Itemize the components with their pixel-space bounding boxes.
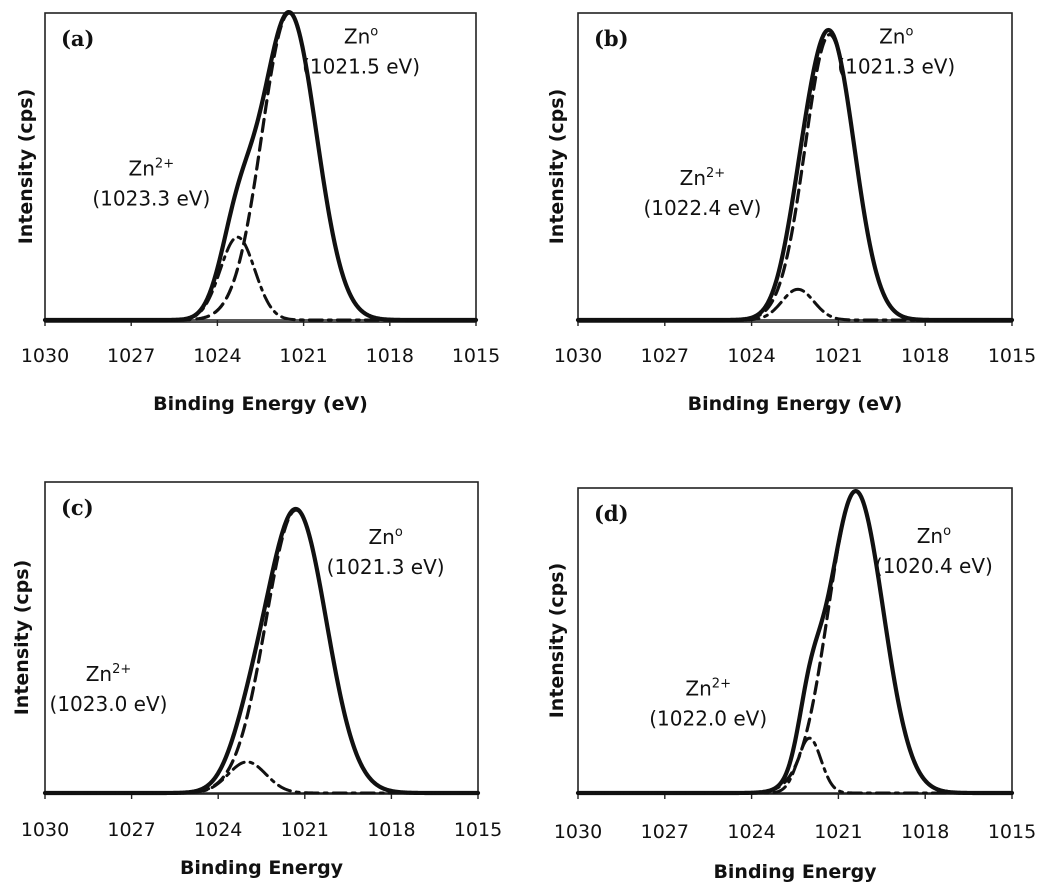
x-tick-label: 1027 (107, 819, 155, 841)
annotation-energy: (1023.3 eV) (92, 187, 210, 211)
x-tick-label: 1021 (279, 345, 327, 367)
x-tick-label: 1021 (814, 821, 862, 843)
series-solid-line (575, 488, 1015, 796)
x-axis-title: Binding Energy (eV) (688, 393, 903, 415)
plot-frame (577, 487, 1013, 795)
annotation-species: Zno (917, 524, 951, 548)
x-tick-label: 1015 (988, 345, 1036, 367)
series-dashdot-line (43, 760, 480, 795)
x-tick-label: 1018 (901, 821, 949, 843)
annotation-species: Zno (344, 25, 378, 49)
annotation-species: Zno (368, 525, 402, 549)
annotation-species: Zn2+ (680, 166, 726, 190)
x-axis-title: Binding Energy (180, 857, 344, 879)
annotation-energy: (1020.4 eV) (875, 554, 993, 578)
x-tick-label: 1030 (21, 345, 69, 367)
chart-panel-1: 1030 1027 1024 1021 1018 1015 Binding Energy (… (546, 12, 1036, 415)
x-tick-label: 1027 (107, 345, 155, 367)
series-dashdot-line (576, 736, 1014, 795)
annotation-energy: (1021.3 eV) (327, 555, 445, 579)
chart-panel-2: 1030 1027 1024 1021 1018 1015 Binding Energy In… (11, 481, 502, 879)
panel-label: (c) (61, 495, 94, 520)
x-tick-label: 1027 (641, 821, 689, 843)
x-tick-label: 1024 (194, 819, 242, 841)
x-tick-label: 1030 (21, 819, 69, 841)
annotation-species: Zn2+ (129, 157, 175, 181)
panel-label: (b) (594, 26, 629, 51)
x-tick-label: 1018 (901, 345, 949, 367)
x-tick-label: 1024 (727, 345, 775, 367)
series-dashdot-line (576, 287, 1014, 322)
y-axis-title: Intensity (cps) (546, 563, 568, 719)
x-tick-label: 1030 (554, 821, 602, 843)
chart-panel-0: 1030 1027 1024 1021 1018 1015 Binding Energy (… (15, 9, 500, 415)
x-tick-label: 1018 (367, 819, 415, 841)
panel-label: (a) (61, 26, 94, 51)
series-dashed-line (43, 508, 480, 795)
x-tick-label: 1024 (727, 821, 775, 843)
y-axis-title: Intensity (cps) (546, 89, 568, 245)
x-tick-label: 1027 (641, 345, 689, 367)
x-tick-label: 1024 (193, 345, 241, 367)
x-axis-title: Binding Energy (eV) (153, 393, 368, 415)
annotation-species: Zn2+ (685, 676, 731, 700)
x-tick-label: 1015 (452, 345, 500, 367)
annotation-energy: (1022.4 eV) (643, 196, 761, 220)
x-tick-label: 1021 (281, 819, 329, 841)
annotation-species: Zno (879, 25, 913, 49)
annotation-energy: (1021.5 eV) (302, 55, 420, 79)
x-tick-label: 1030 (554, 345, 602, 367)
x-tick-label: 1018 (366, 345, 414, 367)
series-dashdot-line (43, 235, 478, 322)
plot-frame (577, 12, 1013, 323)
x-tick-label: 1015 (454, 819, 502, 841)
chart-panel-3: 1030 1027 1024 1021 1018 1015 Binding Energy In… (546, 487, 1036, 883)
annotation-species: Zn2+ (86, 662, 132, 686)
annotation-energy: (1021.3 eV) (837, 55, 955, 79)
panel-label: (d) (594, 501, 629, 526)
annotation-energy: (1023.0 eV) (50, 692, 168, 716)
plot-frame (44, 481, 479, 795)
y-axis-title: Intensity (cps) (11, 560, 33, 716)
plot-frame (44, 12, 477, 323)
y-axis-title: Intensity (cps) (15, 89, 37, 245)
annotation-energy: (1022.0 eV) (649, 706, 767, 730)
x-axis-title: Binding Energy (713, 861, 877, 883)
x-tick-label: 1015 (988, 821, 1036, 843)
x-tick-label: 1021 (814, 345, 862, 367)
